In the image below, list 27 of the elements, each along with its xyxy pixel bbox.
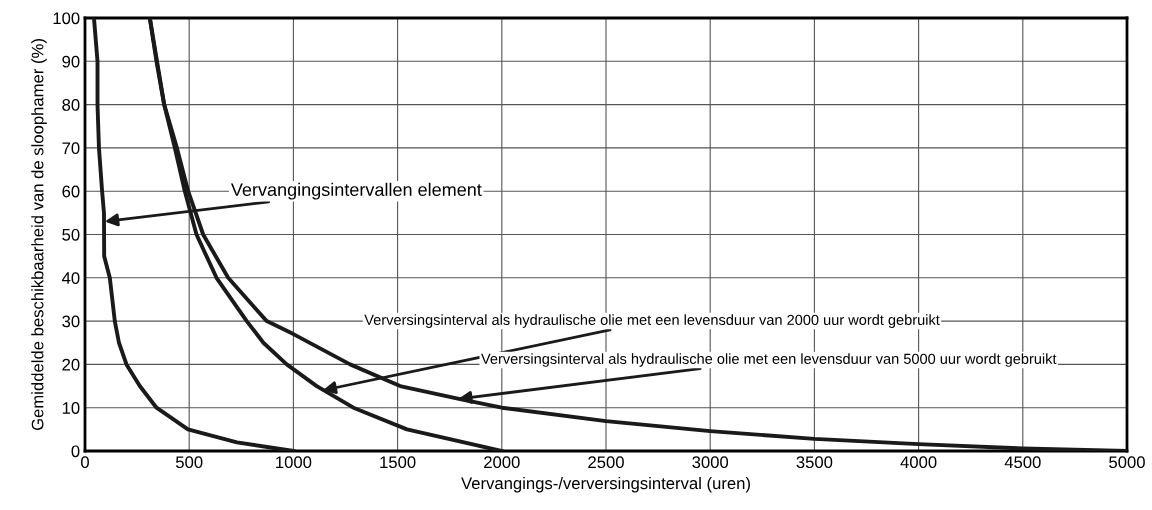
x-tick-label: 4000 [900,456,937,469]
x-tick-label: 500 [175,456,203,469]
y-tick-label: 100 [53,12,80,25]
y-tick-label: 20 [62,358,80,371]
x-tick-label: 5000 [1109,456,1145,469]
x-tick-label: 0 [81,456,89,469]
y-axis-title: Gemiddelde beschikbaarheid van de sloophamer (%) [31,39,47,431]
x-axis-title: Vervangings-/verversingsinterval (uren) [461,476,750,493]
y-tick-label: 90 [62,55,80,68]
y-tick-label: 30 [62,315,80,328]
y-tick-label: 80 [62,99,80,111]
annotation: Verversingsinterval als hydraulische olie met een levensduur van 5000 uur wordt gebruikt [481,353,1057,367]
y-tick-label: 70 [62,142,80,155]
y-tick-label: 0 [71,445,80,458]
y-tick-label: 10 [62,402,80,414]
x-tick-label: 1000 [276,456,312,469]
annotation: Vervangingsintervallen element [230,182,482,200]
x-tick-label: 1500 [380,456,416,469]
x-tick-label: 4500 [1004,456,1041,469]
y-tick-label: 40 [61,272,80,284]
annotation: Verversingsinterval als hydraulische olie met een levensduur van 2000 uur wordt gebruikt [364,314,940,328]
x-tick-label: 2000 [484,456,520,469]
y-tick-label: 50 [62,228,80,241]
y-tick-label: 60 [62,185,80,198]
x-tick-label: 2500 [588,456,624,469]
x-tick-label: 3500 [796,456,833,469]
x-tick-label: 3000 [692,456,729,469]
